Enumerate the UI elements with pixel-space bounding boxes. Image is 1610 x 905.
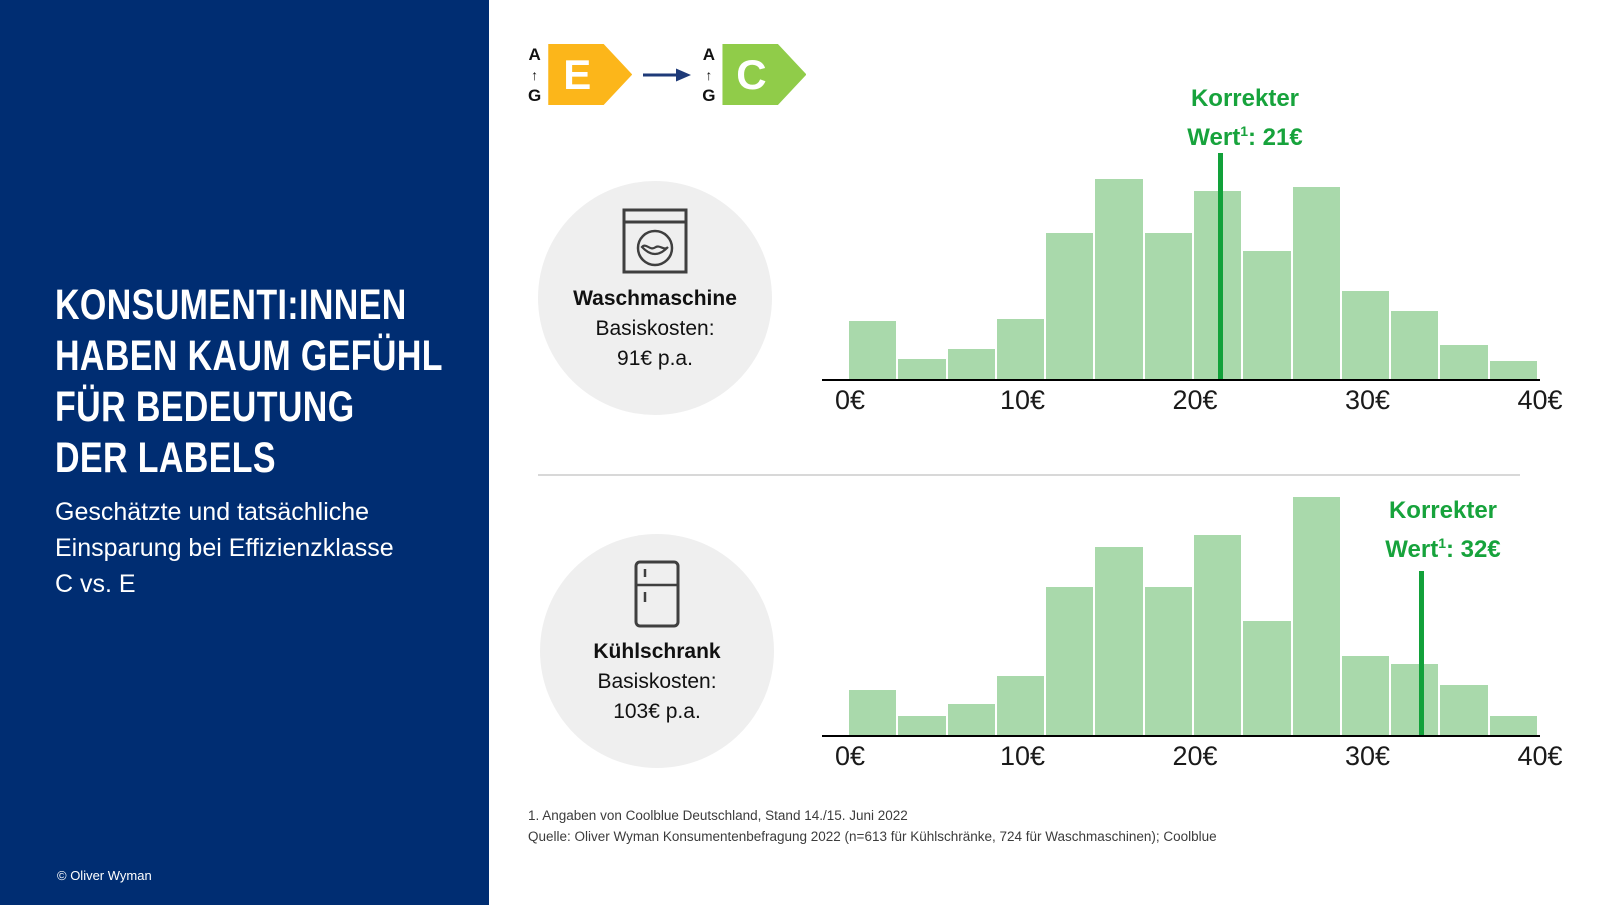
energy-class-letter: C	[736, 50, 767, 98]
fridge-icon	[634, 560, 680, 628]
scale-letter-a: A	[528, 44, 541, 64]
correct-value-marker-line	[1419, 571, 1424, 735]
scale-letter-a: A	[702, 44, 715, 64]
x-tick-label: 30€	[1344, 741, 1391, 771]
histogram-bar	[1391, 311, 1441, 379]
histogram-bar	[1046, 233, 1096, 379]
copyright-notice: © Oliver Wyman	[57, 868, 152, 883]
x-tick-label: 40€	[1517, 385, 1563, 415]
histogram-bar	[1243, 620, 1293, 735]
x-tick-label: 20€	[1172, 741, 1218, 771]
sidebar: KONSUMENTI:INNEN HABEN KAUM GEFÜHL FÜR B…	[0, 0, 489, 905]
basiskosten-label: Basiskosten:	[595, 317, 715, 340]
title-line: KONSUMENTI:INNEN	[55, 281, 407, 329]
title-line: FÜR BEDEUTUNG	[55, 383, 355, 431]
histogram-bar	[1144, 233, 1194, 379]
title-line: HABEN KAUM GEFÜHL	[55, 332, 443, 380]
x-axis-tick-labels: 0€ 10€ 20€ 30€ 40€	[835, 385, 1563, 415]
x-tick-label: 0€	[834, 385, 866, 415]
energy-label-transition: A ↑ G E A ↑ G C	[528, 44, 807, 105]
histogram-bar	[1391, 663, 1441, 735]
energy-scale-a-to-g: A ↑ G	[702, 46, 715, 104]
annotation-line: Korrekter	[1388, 497, 1498, 524]
histogram-bar	[1292, 497, 1342, 735]
energy-scale-a-to-g: A ↑ G	[528, 46, 541, 104]
histogram-bar	[849, 689, 899, 735]
annotation-line: Wert1: 21€	[1187, 123, 1303, 151]
correct-value-annotation: Korrekter Wert1: 32€	[1333, 495, 1553, 566]
footnotes: 1. Angaben von Coolblue Deutschland, Sta…	[528, 805, 1217, 847]
histogram-bar	[1341, 656, 1392, 735]
histogram-bar	[849, 321, 899, 379]
page-title: KONSUMENTI:INNEN HABEN KAUM GEFÜHL FÜR B…	[55, 280, 443, 484]
waschmaschine-badge: Waschmaschine Basiskosten: 91€ p.a.	[538, 181, 772, 415]
appliance-name: Waschmaschine	[573, 287, 737, 310]
correct-value-annotation: Korrekter Wert1: 21€	[1135, 83, 1355, 154]
up-arrow-icon: ↑	[705, 66, 713, 83]
x-tick-label: 10€	[999, 741, 1046, 771]
histogram-bar	[996, 319, 1047, 379]
histogram-bar	[1095, 179, 1145, 379]
x-tick-label: 40€	[1517, 741, 1563, 771]
histogram-bar	[1489, 715, 1539, 735]
annotation-line: Korrekter	[1190, 85, 1300, 112]
histogram-bar	[1489, 361, 1539, 379]
x-tick-label: 20€	[1172, 385, 1218, 415]
x-tick-label: 10€	[999, 385, 1046, 415]
washing-machine-icon	[622, 208, 688, 274]
basiskosten-value: 103€ p.a.	[613, 700, 701, 723]
x-tick-label: 30€	[1344, 385, 1391, 415]
subtitle-line: Einsparung bei Effizienzklasse	[55, 534, 394, 562]
histogram-bar	[1341, 291, 1392, 379]
basiskosten-label: Basiskosten:	[597, 670, 717, 693]
up-arrow-icon: ↑	[531, 66, 539, 83]
histogram-bar	[996, 675, 1047, 735]
energy-class-letter: E	[563, 50, 592, 98]
histogram-bar	[1193, 535, 1244, 735]
appliance-name: Kühlschrank	[593, 640, 721, 663]
x-tick-label: 0€	[834, 741, 866, 771]
footnote-line: 1. Angaben von Coolblue Deutschland, Sta…	[528, 808, 908, 823]
histogram-bar	[898, 715, 948, 735]
energy-label-e-tag: E	[548, 44, 633, 105]
histogram-bar	[1243, 251, 1293, 379]
page-subtitle: Geschätzte und tatsächliche Einsparung b…	[55, 494, 394, 602]
energy-label-c-tag: C	[722, 44, 807, 105]
x-axis-tick-labels: 0€ 10€ 20€ 30€ 40€	[835, 741, 1563, 771]
scale-letter-g: G	[702, 85, 716, 105]
histogram-bar	[898, 359, 948, 379]
waschmaschine-histogram	[849, 153, 1539, 379]
x-axis	[822, 379, 1540, 381]
annotation-line: Wert1: 32€	[1385, 535, 1501, 563]
histogram-bar	[1144, 587, 1194, 735]
histogram-bar	[1292, 187, 1342, 379]
section-divider	[538, 474, 1520, 476]
scale-letter-g: G	[528, 85, 542, 105]
kuehlschrank-histogram	[849, 497, 1539, 735]
title-line: DER LABELS	[55, 434, 276, 482]
histogram-bar	[947, 704, 997, 735]
histogram-bar	[1440, 685, 1490, 735]
subtitle-line: C vs. E	[55, 570, 136, 598]
histogram-bar	[947, 349, 997, 379]
transition-arrow-icon	[643, 68, 692, 81]
kuehlschrank-badge: Kühlschrank Basiskosten: 103€ p.a.	[540, 534, 774, 768]
correct-value-marker-line	[1217, 153, 1223, 379]
histogram-bar	[1440, 345, 1490, 379]
basiskosten-value: 91€ p.a.	[617, 347, 693, 370]
histogram-bar	[1095, 546, 1145, 735]
x-axis	[822, 735, 1540, 737]
footnote-line: Quelle: Oliver Wyman Konsumentenbefragun…	[528, 829, 1217, 844]
histogram-bar	[1046, 587, 1096, 735]
subtitle-line: Geschätzte und tatsächliche	[55, 498, 370, 526]
